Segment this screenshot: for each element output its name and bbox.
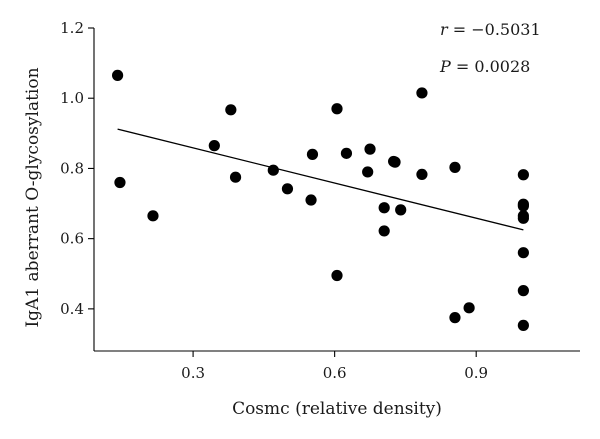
data-point [111, 69, 124, 81]
x-tick-label: 0.9 [464, 364, 488, 382]
data-point [463, 302, 475, 314]
data-point [267, 164, 279, 176]
data-point [517, 285, 529, 297]
r-symbol: r [440, 20, 449, 39]
y-ticks: 0.4 0.6 0.8 1.0 1.2 [60, 19, 94, 318]
data-point [517, 200, 529, 212]
y-tick-label: 1.0 [60, 89, 84, 107]
p-symbol: P [439, 57, 451, 76]
data-point [331, 269, 343, 282]
data-point [389, 156, 401, 168]
data-point [208, 140, 220, 152]
data-point [305, 194, 317, 206]
axes [93, 28, 580, 352]
x-tick-label: 0.3 [181, 364, 205, 382]
data-point [114, 176, 126, 189]
y-tick-label: 0.4 [60, 300, 84, 318]
data-point [416, 87, 428, 99]
data-point [364, 143, 376, 155]
data-point [147, 210, 159, 222]
data-point [378, 202, 390, 214]
data-point [340, 147, 353, 159]
data-point [449, 312, 461, 324]
p-value-annotation: P = 0.0028 [439, 57, 530, 76]
data-point [378, 225, 390, 237]
x-tick-label: 0.6 [323, 364, 347, 382]
data-point [225, 104, 237, 116]
data-point [416, 168, 428, 181]
y-tick-label: 0.8 [60, 159, 84, 177]
data-point [517, 247, 529, 259]
y-axis-title: IgA1 aberrant O-glycosylation [23, 67, 43, 327]
data-point [517, 212, 529, 224]
y-tick-label: 0.6 [60, 230, 84, 248]
regression-line [117, 128, 524, 231]
data-point [449, 161, 461, 173]
x-ticks: 0.3 0.6 0.9 [181, 351, 488, 382]
data-point [517, 169, 529, 181]
data-point [362, 166, 374, 178]
data-point [331, 103, 343, 115]
correlation-annotation: r = −0.5031 [440, 20, 541, 39]
data-points [111, 69, 529, 331]
data-point [306, 148, 319, 160]
data-point [281, 183, 294, 195]
data-point [229, 171, 242, 183]
data-point [395, 204, 407, 216]
y-tick-label: 1.2 [60, 19, 84, 37]
data-point [517, 319, 529, 331]
r-value: = −0.5031 [448, 20, 541, 39]
x-axis-title: Cosmc (relative density) [232, 399, 442, 419]
p-value: = 0.0028 [451, 57, 531, 76]
